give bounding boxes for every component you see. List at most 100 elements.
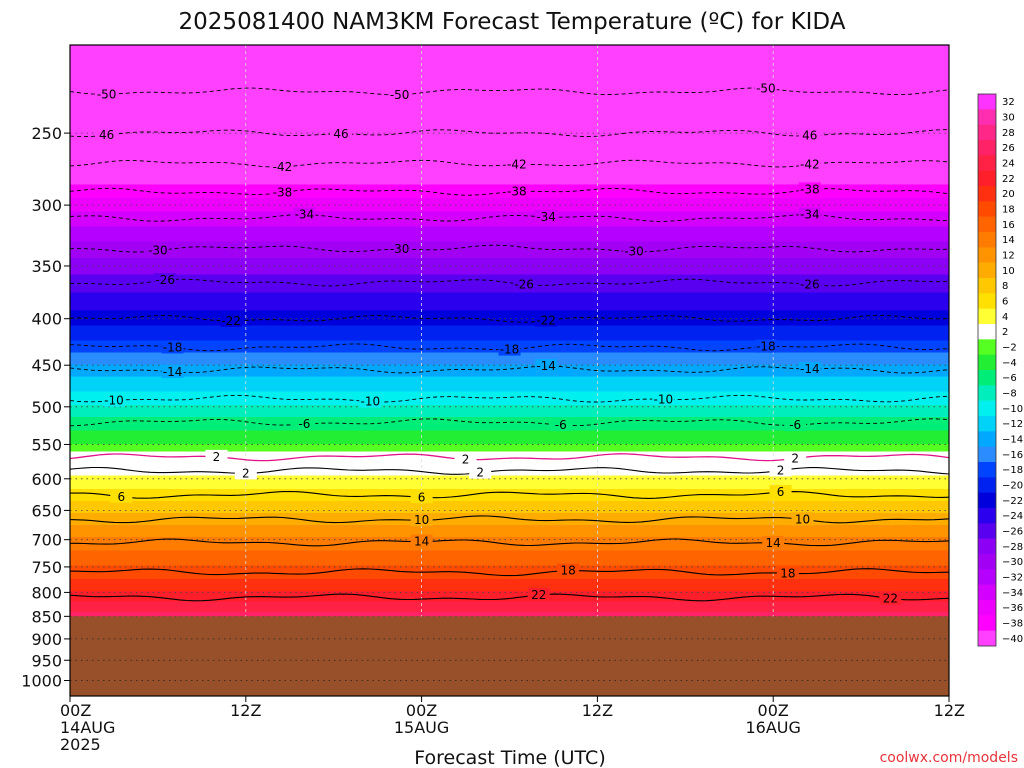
contour-label: -42	[800, 158, 820, 172]
temperature-band	[70, 565, 949, 568]
temperature-band	[70, 487, 949, 490]
colorbar-swatch	[978, 232, 996, 248]
temperature-band	[70, 240, 949, 242]
contour-label-bg	[798, 277, 821, 291]
temperature-band	[70, 289, 949, 292]
temperature-band	[70, 573, 949, 575]
temperature-band	[70, 207, 949, 209]
temperature-band	[70, 147, 949, 149]
temperature-band	[70, 427, 949, 430]
temperature-band	[70, 316, 949, 319]
temperature-band	[70, 315, 949, 317]
temperature-band	[70, 330, 949, 332]
contour-label-bg	[535, 313, 558, 327]
temperature-band	[70, 88, 949, 91]
temperature-band	[70, 465, 949, 467]
temperature-band	[70, 525, 949, 527]
temperature-band	[70, 447, 949, 449]
temperature-band	[70, 379, 949, 382]
temperature-band	[70, 51, 949, 53]
temperature-band	[70, 130, 949, 133]
contour-label: -42	[273, 160, 293, 174]
temperature-band	[70, 139, 949, 142]
temperature-band	[70, 591, 949, 593]
contour-label-bg	[154, 273, 177, 287]
temperature-band	[70, 361, 949, 364]
temperature-band	[70, 597, 949, 599]
colorbar-swatch	[978, 385, 996, 401]
temperature-band	[70, 501, 949, 503]
contour-label-bg	[95, 128, 118, 142]
temperature-band	[70, 577, 949, 580]
y-tick-label: 850	[31, 607, 62, 626]
temperature-band	[70, 367, 949, 370]
temperature-band	[70, 138, 949, 140]
temperature-band	[70, 298, 949, 301]
temperature-band	[70, 375, 949, 377]
colorbar-swatch	[978, 278, 996, 294]
temperature-band	[70, 219, 949, 221]
temperature-band	[70, 489, 949, 491]
contour-label: -30	[390, 242, 410, 256]
temperature-band	[70, 318, 949, 320]
temperature-band	[70, 67, 949, 70]
colorbar-swatch	[978, 140, 996, 156]
temperature-band	[70, 454, 949, 457]
colorbar-label: −38	[1002, 619, 1023, 630]
contour-label: -6	[789, 418, 801, 432]
temperature-band	[70, 148, 949, 151]
temperature-band	[70, 216, 949, 218]
colorbar-label: −10	[1002, 404, 1023, 415]
temperature-band	[70, 64, 949, 67]
temperature-band	[70, 279, 949, 281]
x-tick-label: 00Z	[60, 701, 91, 720]
temperature-band	[70, 232, 949, 235]
temperature-band	[70, 331, 949, 334]
temperature-band	[70, 549, 949, 551]
colorbar-label: 8	[1002, 281, 1008, 292]
contour-line	[70, 593, 949, 602]
contour-label: 46	[802, 129, 817, 143]
temperature-band	[70, 274, 949, 277]
temperature-band	[70, 183, 949, 185]
colorbar-label: −4	[1002, 358, 1017, 369]
temperature-band	[70, 61, 949, 64]
temperature-band	[70, 420, 949, 422]
contour-label: -14	[536, 359, 556, 373]
x-tick-label: 00Z	[758, 701, 789, 720]
temperature-band	[70, 322, 949, 325]
temperature-band	[70, 451, 949, 454]
temperature-band	[70, 478, 949, 481]
temperature-band	[70, 582, 949, 584]
contour-label: 2	[476, 466, 484, 480]
temperature-band	[70, 513, 949, 515]
temperature-band	[70, 46, 949, 49]
temperature-band	[70, 406, 949, 409]
y-tick-label: 450	[31, 356, 62, 375]
colorbar-swatch	[978, 600, 996, 616]
temperature-band	[70, 372, 949, 374]
temperature-band	[70, 226, 949, 229]
temperature-band	[70, 433, 949, 436]
temperature-band	[70, 237, 949, 239]
y-tick-label: 550	[31, 435, 62, 454]
temperature-band	[70, 412, 949, 415]
temperature-band	[70, 528, 949, 530]
temperature-band	[70, 483, 949, 485]
temperature-band	[70, 115, 949, 118]
temperature-band	[70, 384, 949, 386]
colorbar-label: −24	[1002, 511, 1023, 522]
contour-label: -10	[104, 394, 124, 408]
temperature-band	[70, 522, 949, 524]
temperature-band	[70, 54, 949, 56]
temperature-band	[70, 414, 949, 416]
contour-label: -34	[800, 208, 820, 222]
temperature-band	[70, 561, 949, 563]
temperature-band	[70, 48, 949, 50]
contour-label-bg	[798, 128, 821, 142]
temperature-band	[70, 153, 949, 155]
colorbar-swatch	[978, 155, 996, 171]
x-tick-label: 2025	[60, 735, 101, 754]
temperature-band	[70, 495, 949, 497]
temperature-band	[70, 357, 949, 359]
